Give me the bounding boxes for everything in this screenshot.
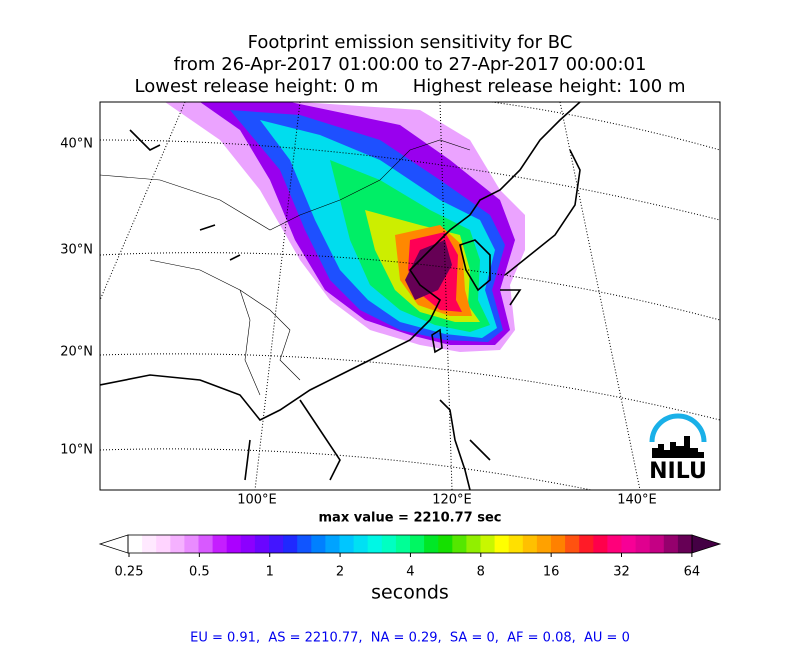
colorbar-bin bbox=[452, 535, 467, 553]
colorbar-bin bbox=[325, 535, 340, 553]
colorbar-tick-label: 8 bbox=[477, 565, 485, 580]
borders bbox=[100, 139, 471, 396]
colorbar-over bbox=[691, 534, 722, 554]
colorbar-tick-label: 4 bbox=[406, 565, 414, 580]
colorbar-bin bbox=[551, 535, 566, 553]
colorbar: 0.25 0.5 1 2 4 8 16 32 64 bbox=[98, 534, 722, 580]
logo-text: NILU bbox=[649, 459, 707, 484]
colorbar-bin bbox=[156, 535, 171, 553]
colorbar-bin bbox=[240, 535, 256, 553]
colorbar-bin bbox=[522, 535, 538, 553]
colorbar-bin bbox=[663, 535, 679, 553]
colorbar-bin bbox=[395, 535, 411, 553]
colorbar-bin bbox=[536, 535, 552, 553]
lat-label: 20°N bbox=[60, 345, 93, 360]
colorbar-bin bbox=[254, 535, 270, 553]
title-line: Lowest release height: 0 m Highest relea… bbox=[135, 76, 686, 97]
colorbar-bin bbox=[438, 535, 453, 553]
colorbar-bin bbox=[128, 535, 143, 553]
colorbar-bin bbox=[297, 535, 312, 553]
colorbar-bin bbox=[579, 535, 594, 553]
title-line: Footprint emission sensitivity for BC bbox=[248, 32, 573, 53]
colorbar-bin bbox=[649, 535, 665, 553]
lat-label: 30°N bbox=[60, 243, 93, 258]
colorbar-bin bbox=[198, 535, 214, 553]
colorbar-tick-label: 0.25 bbox=[115, 565, 144, 580]
colorbar-tick-label: 2 bbox=[336, 565, 344, 580]
colorbar-bin bbox=[184, 535, 199, 553]
nilu-logo: NILU bbox=[649, 413, 707, 484]
colorbar-bin bbox=[677, 535, 693, 553]
colorbar-bin bbox=[424, 535, 439, 553]
lat-label: 40°N bbox=[60, 137, 93, 152]
colorbar-bin bbox=[381, 535, 397, 553]
coastlines bbox=[100, 102, 581, 490]
colorbar-bin bbox=[410, 535, 425, 553]
lon-label: 140°E bbox=[617, 493, 657, 508]
colorbar-tick-label: 64 bbox=[684, 565, 701, 580]
colorbar-bin bbox=[466, 535, 481, 553]
colorbar-bin bbox=[607, 535, 622, 553]
colorbar-bin bbox=[565, 535, 580, 553]
colorbar-bin bbox=[212, 535, 228, 553]
colorbar-tick-label: 0.5 bbox=[189, 565, 210, 580]
colorbar-label: seconds bbox=[371, 582, 449, 604]
colorbar-bin bbox=[480, 535, 496, 553]
region-stats: EU = 0.91, AS = 2210.77, NA = 0.29, SA =… bbox=[190, 631, 630, 646]
max-value: max value = 2210.77 sec bbox=[319, 511, 502, 526]
title-block: Footprint emission sensitivity for BCfro… bbox=[135, 32, 686, 97]
colorbar-bin bbox=[283, 535, 298, 553]
colorbar-tick-label: 1 bbox=[266, 565, 274, 580]
colorbar-tick-label: 16 bbox=[543, 565, 560, 580]
lon-label: 100°E bbox=[237, 493, 277, 508]
colorbar-bin bbox=[311, 535, 326, 553]
colorbar-bin bbox=[593, 535, 608, 553]
colorbar-bin bbox=[353, 535, 369, 553]
map bbox=[100, 102, 720, 490]
colorbar-bin bbox=[142, 535, 157, 553]
plume bbox=[165, 102, 525, 352]
map-frame bbox=[99, 101, 721, 491]
colorbar-tick-label: 32 bbox=[613, 565, 630, 580]
colorbar-bin bbox=[339, 535, 355, 553]
colorbar-bin bbox=[269, 535, 284, 553]
colorbar-under bbox=[98, 534, 129, 554]
lon-label: 120°E bbox=[432, 493, 472, 508]
lat-label: 10°N bbox=[60, 443, 93, 458]
graticule bbox=[100, 102, 720, 490]
colorbar-bin bbox=[170, 535, 185, 553]
title-line: from 26-Apr-2017 01:00:00 to 27-Apr-2017… bbox=[174, 54, 647, 75]
colorbar-bin bbox=[494, 535, 510, 553]
colorbar-bin bbox=[367, 535, 383, 553]
colorbar-bin bbox=[621, 535, 637, 553]
colorbar-bin bbox=[635, 535, 651, 553]
axis-labels: 40°N 30°N 20°N 10°N 100°E 120°E 140°E bbox=[60, 137, 657, 508]
colorbar-bin bbox=[508, 535, 524, 553]
colorbar-bin bbox=[226, 535, 242, 553]
